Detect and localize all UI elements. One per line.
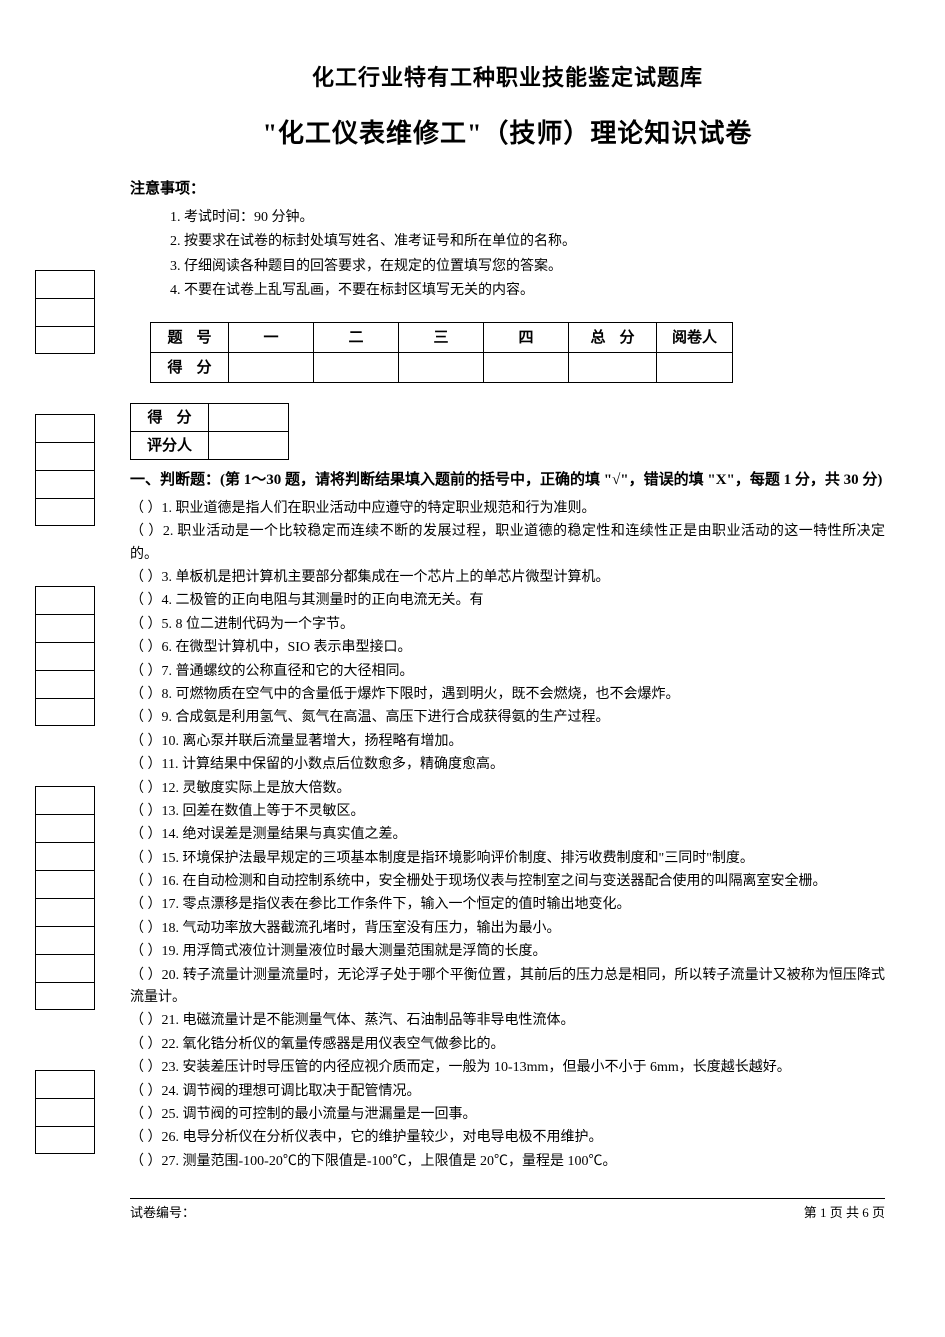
notice-item: 3. 仔细阅读各种题目的回答要求，在规定的位置填写您的答案。: [170, 256, 885, 278]
score-col: 三: [399, 323, 484, 353]
score-cell[interactable]: [229, 353, 314, 383]
margin-cell: [35, 270, 95, 298]
question-item: （ ）11. 计算结果中保留的小数点后位数愈多，精确度愈高。: [130, 754, 885, 776]
score-cell[interactable]: [399, 353, 484, 383]
score-col: 四: [484, 323, 569, 353]
binding-margin: [35, 270, 95, 1214]
score-reviewer-col: 阅卷人: [657, 323, 733, 353]
page-footer: 试卷编号： 第 1 页 共 6 页: [130, 1198, 885, 1224]
margin-cell: [35, 898, 95, 926]
score-col: 二: [314, 323, 399, 353]
question-item: （ ）1. 职业道德是指人们在职业活动中应遵守的特定职业规范和行为准则。: [130, 498, 885, 520]
score-table-header: 题号: [151, 323, 229, 353]
margin-cell: [35, 870, 95, 898]
mini-reviewer-cell[interactable]: [209, 432, 289, 460]
question-item: （ ）14. 绝对误差是测量结果与真实值之差。: [130, 824, 885, 846]
question-item: （ ）7. 普通螺纹的公称直径和它的大径相同。: [130, 661, 885, 683]
question-item: （ ）6. 在微型计算机中，SIO 表示串型接口。: [130, 637, 885, 659]
mini-reviewer-label: 评分人: [131, 432, 209, 460]
score-total-col: 总分: [569, 323, 657, 353]
question-item: （ ）25. 调节阀的可控制的最小流量与泄漏量是一回事。: [130, 1104, 885, 1126]
doc-title-line2: "化工仪表维修工"（技师）理论知识试卷: [130, 113, 885, 155]
margin-cell: [35, 842, 95, 870]
question-item: （ ）10. 离心泵并联后流量显著增大，扬程略有增加。: [130, 731, 885, 753]
score-summary-table: 题号 一 二 三 四 总分 阅卷人 得分: [150, 322, 733, 383]
margin-cell: [35, 470, 95, 498]
margin-cell: [35, 982, 95, 1010]
question-item: （ ）5. 8 位二进制代码为一个字节。: [130, 614, 885, 636]
question-item: （ ）26. 电导分析仪在分析仪表中，它的维护量较少，对电导电极不用维护。: [130, 1127, 885, 1149]
margin-cell: [35, 326, 95, 354]
margin-cell: [35, 814, 95, 842]
question-item: （ ）23. 安装差压计时导压管的内径应视介质而定，一般为 10-13mm，但最…: [130, 1057, 885, 1079]
question-item: （ ）13. 回差在数值上等于不灵敏区。: [130, 801, 885, 823]
score-row-label: 得分: [151, 353, 229, 383]
question-item: （ ）19. 用浮筒式液位计测量液位时最大测量范围就是浮筒的长度。: [130, 941, 885, 963]
question-item: （ ）15. 环境保护法最早规定的三项基本制度是指环境影响评价制度、排污收费制度…: [130, 848, 885, 870]
margin-cell: [35, 614, 95, 642]
footer-left: 试卷编号：: [130, 1203, 195, 1224]
margin-cell: [35, 1126, 95, 1154]
margin-cell: [35, 642, 95, 670]
margin-cell: [35, 926, 95, 954]
notice-item: 2. 按要求在试卷的标封处填写姓名、准考证号和所在单位的名称。: [170, 231, 885, 253]
notice-heading: 注意事项：: [130, 177, 885, 201]
mini-score-label: 得分: [131, 404, 209, 432]
score-cell[interactable]: [657, 353, 733, 383]
question-item: （ ）27. 测量范围-100-20℃的下限值是-100℃，上限值是 20℃，量…: [130, 1151, 885, 1173]
mini-score-cell[interactable]: [209, 404, 289, 432]
notice-list: 1. 考试时间：90 分钟。 2. 按要求在试卷的标封处填写姓名、准考证号和所在…: [170, 207, 885, 303]
margin-cell: [35, 698, 95, 726]
margin-cell: [35, 498, 95, 526]
question-item: （ ）3. 单板机是把计算机主要部分都集成在一个芯片上的单芯片微型计算机。: [130, 567, 885, 589]
question-item: （ ）22. 氧化锆分析仪的氧量传感器是用仪表空气做参比的。: [130, 1034, 885, 1056]
question-item: （ ）18. 气动功率放大器截流孔堵时，背压室没有压力，输出为最小。: [130, 918, 885, 940]
question-item: （ ）2. 职业活动是一个比较稳定而连续不断的发展过程，职业道德的稳定性和连续性…: [130, 521, 885, 566]
footer-right: 第 1 页 共 6 页: [804, 1203, 885, 1224]
margin-cell: [35, 786, 95, 814]
question-item: （ ）17. 零点漂移是指仪表在参比工作条件下，输入一个恒定的值时输出地变化。: [130, 894, 885, 916]
question-item: （ ）21. 电磁流量计是不能测量气体、蒸汽、石油制品等非导电性流体。: [130, 1010, 885, 1032]
question-item: （ ）20. 转子流量计测量流量时，无论浮子处于哪个平衡位置，其前后的压力总是相…: [130, 965, 885, 1010]
margin-cell: [35, 670, 95, 698]
section-score-table: 得分 评分人: [130, 403, 289, 460]
question-item: （ ）4. 二极管的正向电阻与其测量时的正向电流无关。有: [130, 590, 885, 612]
doc-title-line1: 化工行业特有工种职业技能鉴定试题库: [130, 60, 885, 95]
question-item: （ ）24. 调节阀的理想可调比取决于配管情况。: [130, 1081, 885, 1103]
score-cell[interactable]: [569, 353, 657, 383]
score-col: 一: [229, 323, 314, 353]
margin-cell: [35, 442, 95, 470]
margin-cell: [35, 414, 95, 442]
question-item: （ ）9. 合成氨是利用氢气、氮气在高温、高压下进行合成获得氨的生产过程。: [130, 707, 885, 729]
question-list: （ ）1. 职业道德是指人们在职业活动中应遵守的特定职业规范和行为准则。 （ ）…: [130, 498, 885, 1173]
question-item: （ ）12. 灵敏度实际上是放大倍数。: [130, 778, 885, 800]
score-cell[interactable]: [484, 353, 569, 383]
section-1-header: 一、判断题：(第 1～30 题，请将判断结果填入题前的括号中，正确的填 "√"，…: [130, 468, 885, 494]
score-cell[interactable]: [314, 353, 399, 383]
margin-cell: [35, 586, 95, 614]
margin-cell: [35, 1098, 95, 1126]
notice-item: 4. 不要在试卷上乱写乱画，不要在标封区填写无关的内容。: [170, 280, 885, 302]
question-item: （ ）16. 在自动检测和自动控制系统中，安全栅处于现场仪表与控制室之间与变送器…: [130, 871, 885, 893]
margin-cell: [35, 298, 95, 326]
margin-cell: [35, 1070, 95, 1098]
notice-item: 1. 考试时间：90 分钟。: [170, 207, 885, 229]
question-item: （ ）8. 可燃物质在空气中的含量低于爆炸下限时，遇到明火，既不会燃烧，也不会爆…: [130, 684, 885, 706]
margin-cell: [35, 954, 95, 982]
